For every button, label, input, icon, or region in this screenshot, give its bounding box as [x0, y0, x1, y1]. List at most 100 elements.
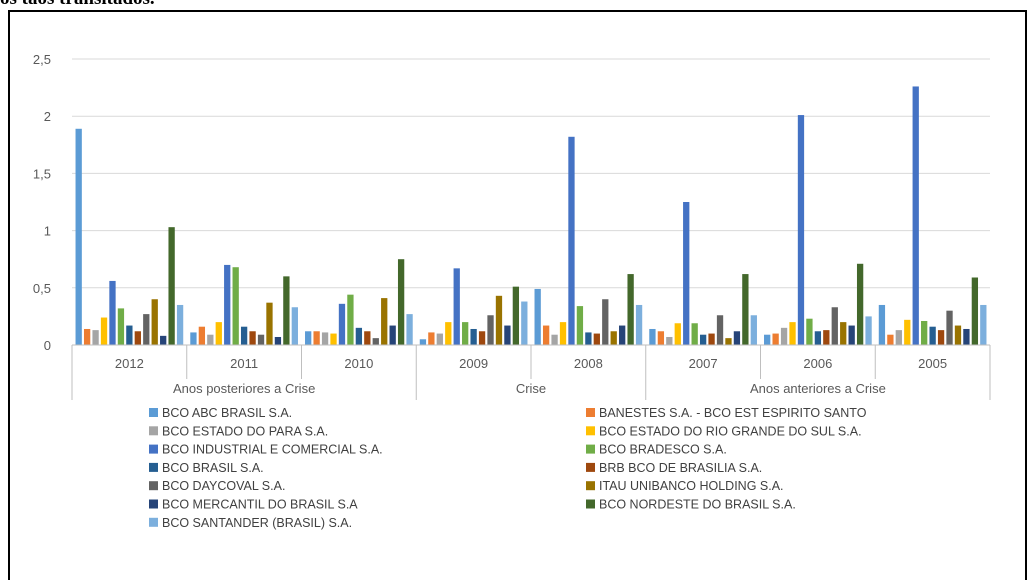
bar [742, 274, 749, 345]
bar [321, 332, 329, 345]
bar [160, 335, 167, 345]
legend-entry-label: BCO BRADESCO S.A. [599, 443, 727, 457]
y-tick-label: 2 [44, 109, 51, 124]
bar [971, 277, 979, 345]
bar [338, 303, 346, 345]
bar [649, 328, 656, 345]
y-tick-label: 0,5 [33, 281, 51, 296]
legend-swatch [586, 426, 595, 436]
x-axis: 2012 2011 2010 2009 2008 2007 2006 2005 Anos pos… [71, 344, 991, 400]
x-tick-label: 2008 [574, 356, 603, 371]
bar [937, 330, 945, 345]
bar [495, 295, 503, 345]
bar [848, 325, 855, 345]
bar [912, 86, 919, 346]
bar [143, 314, 150, 345]
bar [733, 331, 741, 345]
bar [428, 332, 435, 345]
x-tick-label: 2011 [230, 356, 258, 371]
bar [551, 334, 558, 345]
bar [215, 322, 222, 345]
legend-swatch [586, 481, 595, 491]
bar [954, 325, 962, 345]
bar [397, 259, 405, 345]
bar [895, 330, 902, 345]
bar [198, 326, 206, 345]
legend-entry-label: BANESTES S.A. - BCO EST ESPIRITO SANTO [599, 406, 867, 420]
bar [887, 334, 894, 345]
x-tick-label: 2005 [918, 356, 947, 371]
bar [814, 331, 822, 345]
bar [207, 334, 214, 345]
bar [313, 331, 320, 345]
legend-entry-label: BCO ESTADO DO RIO GRANDE DO SUL S.A. [599, 424, 862, 438]
bar [249, 331, 256, 345]
legend-entry-label: BCO MERCANTIL DO BRASIL S.A [162, 498, 358, 512]
bar [232, 267, 239, 345]
bar [764, 334, 771, 345]
legend-swatch [586, 444, 595, 454]
bar [92, 330, 99, 345]
bar [585, 332, 592, 345]
bar [117, 308, 125, 345]
y-tick-label: 1,5 [33, 166, 51, 181]
y-tick-label: 1 [44, 224, 51, 239]
bar [305, 331, 312, 345]
bar [224, 264, 231, 345]
bar [512, 286, 520, 345]
bar [559, 322, 567, 345]
y-tick-label: 2,5 [33, 52, 51, 67]
legend-swatch [149, 444, 158, 454]
bar [683, 202, 690, 345]
legend-swatch [149, 462, 158, 472]
bars [75, 86, 987, 346]
bar [865, 316, 872, 345]
legend-entry-label: BRB BCO DE BRASILIA S.A. [599, 461, 762, 475]
bar [240, 326, 248, 345]
legend-entry-label: ITAU UNIBANCO HOLDING S.A. [599, 479, 784, 493]
bar [666, 336, 673, 345]
bar [806, 318, 813, 345]
legend-swatch [149, 499, 158, 509]
legend-entry-label: BCO INDUSTRIAL E COMERCIAL S.A. [162, 443, 383, 457]
legend-entry-label: BCO ESTADO DO PARA S.A. [162, 424, 328, 438]
bar [330, 333, 337, 345]
bar [610, 331, 617, 345]
bar [389, 325, 396, 345]
legend-swatch [149, 517, 158, 527]
legend-entry-label: BCO BRASIL S.A. [162, 461, 264, 475]
bar [372, 338, 379, 345]
bar [75, 128, 82, 345]
bar [453, 268, 460, 345]
legend-swatch [149, 408, 158, 417]
legend-entry-label: BCO DAYCOVAL S.A. [162, 479, 285, 493]
bar [780, 327, 788, 345]
legend-swatch [586, 499, 595, 509]
bar [789, 322, 796, 345]
legend-swatch [149, 426, 158, 436]
bar [381, 298, 388, 345]
bar [635, 304, 643, 345]
bar [504, 325, 511, 345]
bar [674, 323, 681, 345]
bar [929, 326, 936, 345]
bar [291, 307, 298, 345]
bar [657, 331, 665, 345]
x-tick-label: 2009 [459, 356, 488, 371]
bar [470, 328, 477, 345]
bar [708, 333, 715, 345]
bar [257, 334, 265, 345]
legend: BCO ABC BRASIL S.A. BANESTES S.A. - BCO E… [149, 406, 867, 530]
bar [823, 330, 830, 345]
bar [134, 331, 141, 345]
bar [266, 302, 273, 345]
legend-entry-label: BCO SANTANDER (BRASIL) S.A. [162, 516, 352, 530]
bar [568, 136, 575, 345]
bar [619, 325, 626, 345]
y-tick-label: 0 [44, 338, 51, 353]
bar [878, 304, 886, 345]
bar [716, 315, 724, 345]
bar [831, 307, 838, 345]
bar [602, 299, 609, 345]
chart-frame: 0 0,5 1 1,5 2 2,5 2012 2011 2010 2009 2008 2007 200… [8, 10, 1027, 580]
